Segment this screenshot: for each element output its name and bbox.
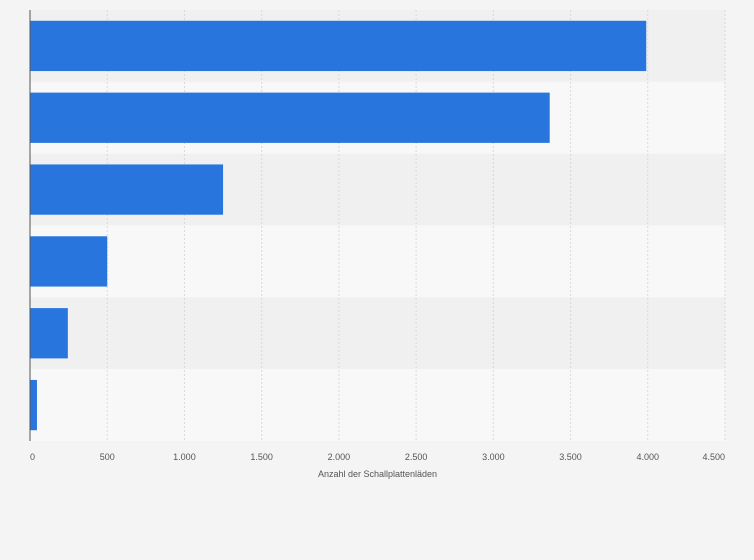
- bar: [30, 308, 68, 359]
- x-axis-title: Anzahl der Schallplattenläden: [318, 469, 437, 479]
- bar: [30, 379, 37, 431]
- x-tick-label: 2.500: [405, 452, 428, 462]
- x-tick-label: 3.500: [559, 452, 582, 462]
- row-band: [30, 369, 725, 441]
- bars: [30, 20, 647, 431]
- x-tick-label: 2.000: [328, 452, 351, 462]
- row-band: [30, 225, 725, 298]
- bar: [30, 20, 647, 72]
- x-tick-label: 1.000: [173, 452, 196, 462]
- x-tick-label: 0: [30, 452, 35, 462]
- x-tick-label: 3.000: [482, 452, 505, 462]
- x-tick-label: 4.500: [702, 452, 725, 462]
- bar: [30, 164, 224, 215]
- x-tick-label: 4.000: [637, 452, 660, 462]
- x-tick-label: 500: [100, 452, 115, 462]
- row-bands: [30, 10, 725, 441]
- row-band: [30, 297, 725, 370]
- x-axis-ticks: 0 500 1.000 1.500 2.000 2.500 3.000 3.500 4.000 4…: [30, 452, 725, 462]
- bar: [30, 236, 108, 287]
- bar: [30, 92, 550, 143]
- x-tick-label: 1.500: [250, 452, 273, 462]
